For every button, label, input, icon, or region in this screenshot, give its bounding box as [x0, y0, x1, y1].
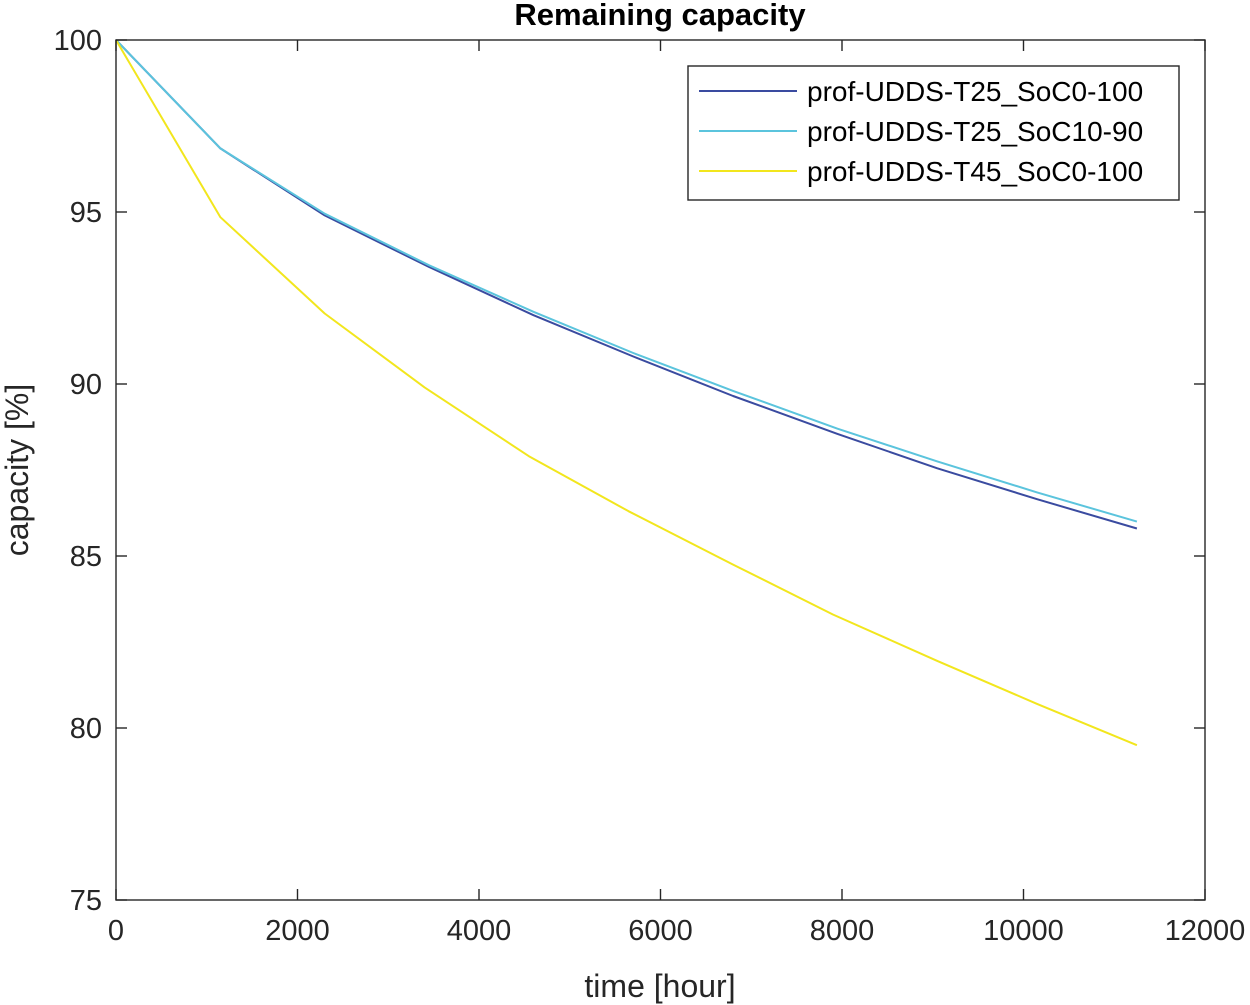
- x-tick-label: 10000: [983, 915, 1064, 947]
- y-tick-label: 80: [70, 713, 102, 745]
- chart-title: Remaining capacity: [514, 0, 806, 32]
- y-axis-label: capacity [%]: [0, 384, 35, 557]
- x-axis-label: time [hour]: [584, 968, 735, 1004]
- series-layer: [115, 39, 1138, 747]
- x-tick-label: 0: [108, 915, 124, 947]
- legend-box: [687, 65, 1180, 201]
- x-tick-label: 6000: [628, 915, 693, 947]
- series-line-2: [115, 39, 1138, 523]
- legend-label-2: prof-UDDS-T25_SoC10-90: [807, 116, 1143, 147]
- y-tick-label: 75: [70, 885, 102, 917]
- series-line-3: [115, 39, 1138, 747]
- x-tick-label: 8000: [810, 915, 875, 947]
- legend: prof-UDDS-T25_SoC0-100 prof-UDDS-T25_SoC1…: [687, 65, 1180, 201]
- y-tick-label: 90: [70, 369, 102, 401]
- legend-label-1: prof-UDDS-T25_SoC0-100: [807, 76, 1143, 107]
- y-tick-label: 95: [70, 197, 102, 229]
- tick-layer: 0 2000 4000 6000 8000 10000 12000 75 80 85 90 95 100: [54, 25, 1246, 947]
- legend-label-3: prof-UDDS-T45_SoC0-100: [807, 156, 1143, 187]
- x-tick-label: 4000: [447, 915, 512, 947]
- x-tick-label: 2000: [265, 915, 330, 947]
- y-tick-label: 85: [70, 541, 102, 573]
- x-tick-label: 12000: [1165, 915, 1246, 947]
- y-tick-label: 100: [54, 25, 102, 57]
